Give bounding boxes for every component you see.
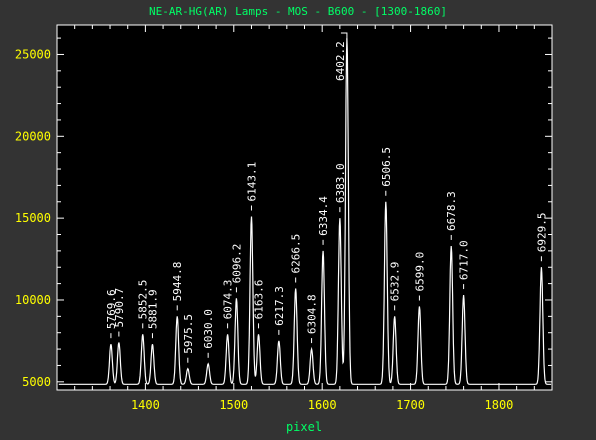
peak-annotation: 6599.0 <box>413 252 426 301</box>
peak-annotation: 5769.6 <box>105 289 118 339</box>
peak-label: 5769.6 <box>105 289 118 329</box>
peak-label: 6717.0 <box>458 240 471 280</box>
peak-annotation: 6383.0 <box>334 163 347 213</box>
axis-ticks <box>56 25 553 390</box>
tick-labels: 1400 1500 1600 1700 1800 5000 10000 15000 20000 2… <box>15 47 514 412</box>
peak-annotation: 6163.6 <box>253 280 266 329</box>
peak-label: 6929.5 <box>535 212 548 252</box>
peak-annotation: 6717.0 <box>458 240 471 290</box>
peak-annotation: 5790.7 <box>113 288 126 337</box>
peak-annotation: 6074.3 <box>222 280 235 329</box>
peak-annotation: 5944.8 <box>171 262 184 311</box>
x-tick-label: 1800 <box>485 398 514 412</box>
peak-label: 6030.0 <box>202 309 215 349</box>
peak-label: 6304.8 <box>306 294 319 334</box>
peak-annotation: 6532.9 <box>389 262 402 311</box>
plot-area <box>57 25 552 390</box>
peak-label: 6383.0 <box>334 163 347 203</box>
peak-label: 5975.5 <box>182 314 195 354</box>
peak-leader <box>340 32 348 41</box>
peak-annotation: 6678.3 <box>445 191 458 240</box>
peak-annotation: 6096.2 <box>230 244 243 293</box>
peak-annotation: 5975.5 <box>182 314 195 363</box>
peak-label: 6217.3 <box>273 286 286 326</box>
peak-label: 6096.2 <box>230 244 243 284</box>
peak-annotation: 6402.2 <box>334 32 348 81</box>
peak-label: 5944.8 <box>171 262 184 302</box>
x-tick-label: 1700 <box>396 398 425 412</box>
peak-label: 6506.5 <box>380 147 393 187</box>
peak-annotation: 6030.0 <box>202 309 215 358</box>
peak-annotation: 6143.1 <box>245 162 258 211</box>
spectrum-line <box>58 38 552 385</box>
peak-label: 5790.7 <box>113 288 126 328</box>
peak-annotation: 6217.3 <box>273 286 286 335</box>
x-axis-label: pixel <box>286 420 322 434</box>
y-tick-label: 15000 <box>15 211 51 225</box>
peak-label: 5881.9 <box>146 289 159 329</box>
peak-label: 6402.2 <box>334 41 347 81</box>
peak-label: 6074.3 <box>222 280 235 320</box>
chart-title: NE-AR-HG(AR) Lamps - MOS - B600 - [1300-… <box>149 5 447 18</box>
x-tick-label: 1600 <box>308 398 337 412</box>
peak-annotation: 6266.5 <box>290 234 303 283</box>
plot-frame <box>56 24 553 391</box>
peak-label: 6334.4 <box>317 196 330 236</box>
spectrum-series <box>58 38 552 385</box>
peak-annotation: 6334.4 <box>317 196 330 245</box>
peak-annotation: 6929.5 <box>535 212 548 262</box>
peak-label: 6266.5 <box>290 234 303 274</box>
x-tick-label: 1500 <box>219 398 248 412</box>
peak-label: 5852.5 <box>137 280 150 320</box>
peak-annotation: 5852.5 <box>137 280 150 329</box>
peak-annotation: 6304.8 <box>306 294 319 344</box>
peak-label: 6678.3 <box>445 191 458 231</box>
y-tick-label: 5000 <box>22 375 51 389</box>
y-tick-label: 25000 <box>15 47 51 61</box>
peak-label: 6163.6 <box>253 280 266 320</box>
x-tick-label: 1400 <box>131 398 160 412</box>
peak-annotation: 6506.5 <box>380 147 393 196</box>
peak-label: 6599.0 <box>413 252 426 292</box>
y-tick-label: 20000 <box>15 129 51 143</box>
peak-label: 6143.1 <box>245 162 258 202</box>
peak-label: 6532.9 <box>389 262 402 302</box>
y-tick-label: 10000 <box>15 293 51 307</box>
peak-annotation: 5881.9 <box>146 289 159 339</box>
